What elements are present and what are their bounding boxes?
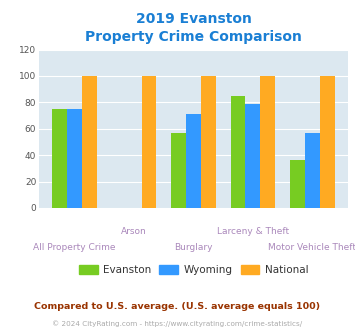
Bar: [53, 109, 67, 208]
Bar: [67, 109, 82, 208]
Bar: [82, 76, 97, 208]
Bar: [142, 76, 156, 208]
Bar: [260, 76, 275, 208]
Bar: [290, 160, 305, 208]
Text: Compared to U.S. average. (U.S. average equals 100): Compared to U.S. average. (U.S. average …: [34, 302, 321, 311]
Bar: [201, 76, 216, 208]
Title: 2019 Evanston
Property Crime Comparison: 2019 Evanston Property Crime Comparison: [85, 12, 302, 44]
Bar: [171, 133, 186, 208]
Text: Arson: Arson: [121, 227, 147, 236]
Bar: [245, 104, 260, 208]
Text: © 2024 CityRating.com - https://www.cityrating.com/crime-statistics/: © 2024 CityRating.com - https://www.city…: [53, 321, 302, 327]
Text: Larceny & Theft: Larceny & Theft: [217, 227, 289, 236]
Legend: Evanston, Wyoming, National: Evanston, Wyoming, National: [75, 261, 312, 279]
Text: Burglary: Burglary: [174, 243, 213, 251]
Bar: [320, 76, 334, 208]
Bar: [231, 96, 245, 208]
Bar: [186, 114, 201, 208]
Text: All Property Crime: All Property Crime: [33, 243, 116, 251]
Bar: [305, 133, 320, 208]
Text: Motor Vehicle Theft: Motor Vehicle Theft: [268, 243, 355, 251]
